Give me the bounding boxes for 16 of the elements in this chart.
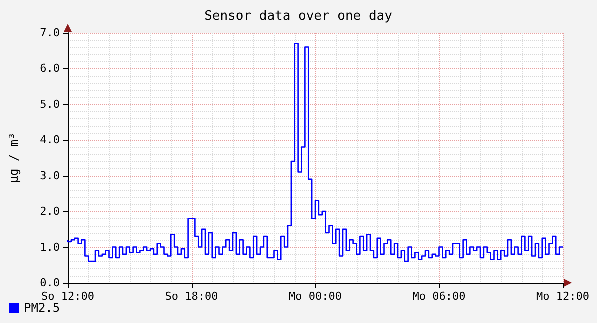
y-tick-label: 1.0 <box>40 240 60 254</box>
y-tick-label: 2.0 <box>40 205 60 218</box>
x-tick-label: So 12:00 <box>42 290 94 303</box>
x-tick-label: Mo 12:00 <box>536 290 590 303</box>
x-tick-label: Mo 06:00 <box>412 290 466 303</box>
legend-label: PM2.5 <box>24 301 60 315</box>
y-tick-label: 5.0 <box>40 98 60 111</box>
y-axis-title: µg / m³ <box>7 132 21 184</box>
x-tick-label: Mo 00:00 <box>289 290 342 303</box>
chart-title: Sensor data over one day <box>204 9 393 24</box>
y-tick-label: 7.0 <box>40 26 60 40</box>
y-tick-label: 4.0 <box>40 134 60 147</box>
y-tick-label: 3.0 <box>40 169 60 182</box>
x-tick-label: So 18:00 <box>165 290 218 303</box>
y-tick-label: 0.0 <box>40 276 60 290</box>
y-tick-label: 6.0 <box>40 62 60 76</box>
